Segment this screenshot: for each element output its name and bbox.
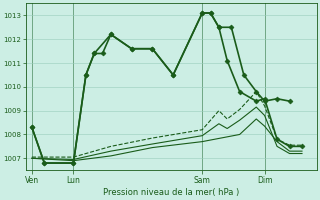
X-axis label: Pression niveau de la mer( hPa ): Pression niveau de la mer( hPa ) [103, 188, 239, 197]
